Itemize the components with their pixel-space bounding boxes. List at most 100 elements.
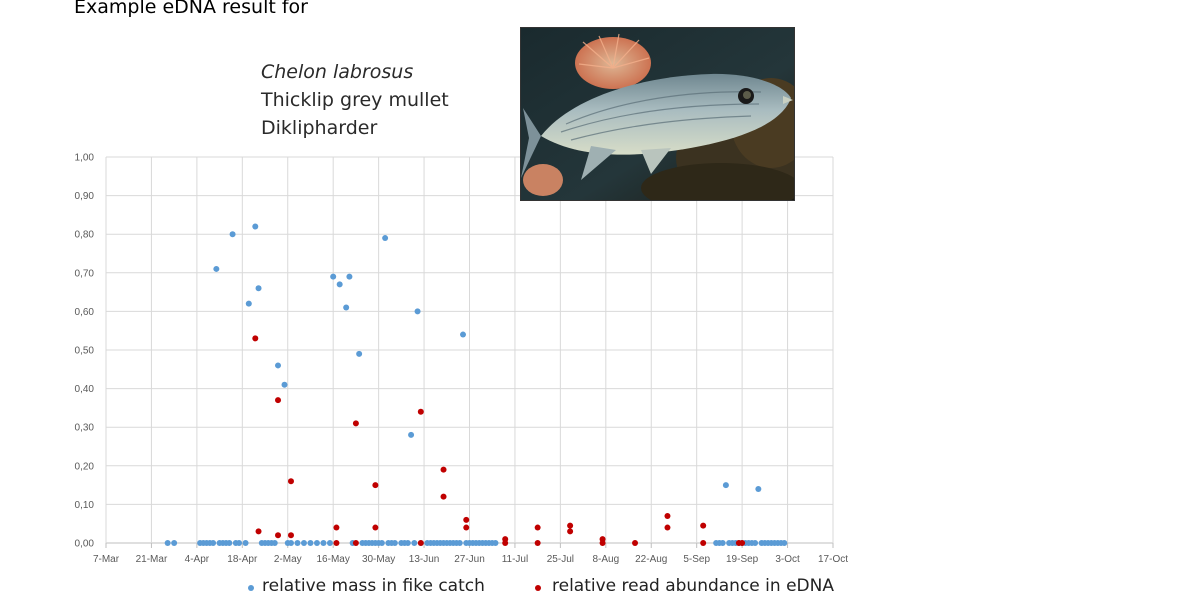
mass-point xyxy=(307,540,314,546)
mass-point xyxy=(382,235,389,242)
mass-point xyxy=(411,540,418,546)
edna-point xyxy=(287,532,294,539)
mass-point xyxy=(460,331,467,338)
y-tick-label: 0,70 xyxy=(75,268,95,279)
mullet-fish-photo xyxy=(520,27,795,201)
y-tick-label: 0,40 xyxy=(75,384,95,395)
species-latin-name: Chelon labrosus xyxy=(261,61,414,83)
edna-point xyxy=(700,522,707,529)
edna-point xyxy=(632,540,639,546)
mass-point xyxy=(287,540,294,546)
edna-point xyxy=(463,516,470,523)
species-dutch-name: Diklipharder xyxy=(261,117,378,139)
mass-point xyxy=(755,485,762,492)
mass-point xyxy=(781,540,788,546)
legend-item-edna: relative read abundance in eDNA xyxy=(535,576,834,596)
edna-point xyxy=(352,540,359,546)
x-tick-label: 27-Jun xyxy=(454,554,485,565)
mass-point xyxy=(271,540,278,546)
edna-point xyxy=(599,540,606,546)
mass-point xyxy=(492,540,499,546)
mass-point xyxy=(326,540,333,546)
edna-point xyxy=(440,466,447,473)
x-tick-label: 4-Apr xyxy=(185,554,210,565)
edna-point xyxy=(275,397,282,404)
x-tick-label: 7-Mar xyxy=(93,554,120,565)
edna-point xyxy=(664,512,671,519)
edna-point xyxy=(333,524,340,531)
y-tick-label: 0,00 xyxy=(75,539,95,550)
edna-point xyxy=(567,528,574,535)
chart-legend: relative mass in fike catch relative rea… xyxy=(0,576,1200,600)
legend-label-mass: relative mass in fike catch xyxy=(262,576,485,596)
mass-point xyxy=(752,540,759,546)
mass-point xyxy=(391,540,398,546)
mass-point xyxy=(408,431,415,438)
mass-point xyxy=(378,540,385,546)
mass-point xyxy=(300,540,307,546)
mass-point xyxy=(242,540,249,546)
mass-point xyxy=(404,540,411,546)
y-tick-label: 0,10 xyxy=(75,500,95,511)
edna-point xyxy=(739,540,746,546)
mass-point xyxy=(229,231,236,238)
x-tick-label: 5-Sep xyxy=(683,554,710,565)
scatter-chart: 0,00 0,10 0,20 0,30 0,40 0,50 0,60 0,70 0,80 0,90… xyxy=(75,153,849,566)
y-tick-label: 0,90 xyxy=(75,191,95,202)
y-tick-label: 0,20 xyxy=(75,461,95,472)
x-tick-label: 17-Oct xyxy=(818,554,848,565)
edna-point xyxy=(333,540,340,546)
legend-label-edna: relative read abundance in eDNA xyxy=(552,576,834,596)
x-tick-label: 16-May xyxy=(317,554,350,565)
x-tick-label: 25-Jul xyxy=(547,554,574,565)
x-tick-label: 13-Jun xyxy=(409,554,440,565)
edna-point xyxy=(567,522,574,529)
mass-point xyxy=(294,540,301,546)
x-tick-label: 30-May xyxy=(362,554,395,565)
mass-point xyxy=(226,540,233,546)
mass-point xyxy=(343,304,350,311)
y-tick-label: 0,50 xyxy=(75,346,95,357)
edna-point xyxy=(417,540,424,546)
mass-point xyxy=(356,350,363,357)
x-tick-label: 18-Apr xyxy=(227,554,258,565)
edna-point xyxy=(440,493,447,500)
mass-point xyxy=(330,273,337,280)
mass-point xyxy=(719,540,726,546)
edna-point xyxy=(664,524,671,531)
x-tick-label: 19-Sep xyxy=(726,554,759,565)
edna-point xyxy=(463,524,470,531)
mass-point xyxy=(320,540,327,546)
mass-point xyxy=(236,540,243,546)
legend-marker-mass xyxy=(248,585,254,591)
edna-point xyxy=(352,420,359,427)
x-tick-label: 3-Oct xyxy=(775,554,800,565)
y-tick-label: 0,60 xyxy=(75,307,95,318)
y-tick-label: 0,80 xyxy=(75,230,95,241)
edna-point xyxy=(502,540,509,546)
mass-point xyxy=(171,540,178,546)
mass-point xyxy=(164,540,171,546)
mass-point xyxy=(336,281,343,288)
mass-point xyxy=(456,540,463,546)
edna-point xyxy=(417,408,424,415)
mass-point xyxy=(281,381,288,388)
edna-point xyxy=(287,478,294,485)
edna-point xyxy=(534,524,541,531)
mass-point xyxy=(255,285,262,292)
species-names: Chelon labrosus Thicklip grey mullet Dik… xyxy=(261,58,449,142)
mass-point xyxy=(213,265,220,272)
edna-point xyxy=(275,532,282,539)
y-tick-label: 0,30 xyxy=(75,423,95,434)
legend-item-mass: relative mass in fike catch xyxy=(248,576,485,596)
edna-point xyxy=(372,524,379,531)
edna-point xyxy=(252,335,259,342)
edna-point xyxy=(534,540,541,546)
mass-point xyxy=(252,223,259,230)
x-tick-label: 21-Mar xyxy=(136,554,168,565)
x-tick-label: 22-Aug xyxy=(635,554,667,565)
y-tick-label: 1,00 xyxy=(75,153,95,164)
mass-point xyxy=(722,482,729,489)
mass-point xyxy=(210,540,217,546)
page-heading: Example eDNA result for xyxy=(74,0,308,18)
